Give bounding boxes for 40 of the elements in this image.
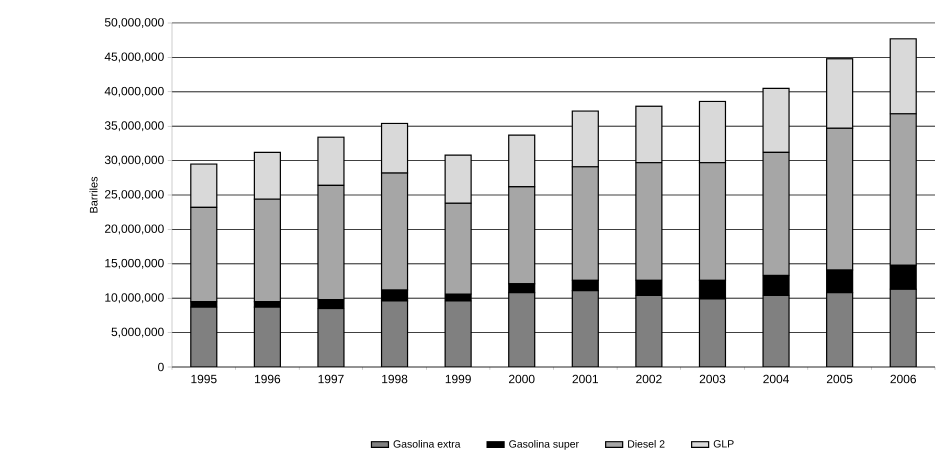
x-tick-label: 1998 (382, 374, 408, 384)
bar (762, 294, 790, 367)
x-tick-label: 2004 (763, 374, 789, 384)
x-tick-label: 2006 (890, 374, 916, 384)
y-tick-label: 15,000,000 (105, 258, 164, 269)
legend-label: Diesel 2 (628, 440, 664, 448)
bar (826, 292, 854, 367)
y-axis-title: Barriles (90, 176, 98, 213)
bar (890, 288, 917, 367)
bar (380, 300, 408, 367)
x-tick-label: 2003 (700, 374, 726, 384)
bar (572, 290, 599, 367)
legend-label: GLP (714, 440, 734, 448)
y-tick-label: 45,000,000 (104, 52, 164, 62)
bar (635, 294, 662, 367)
y-tick-label: 30,000,000 (104, 156, 164, 166)
x-tick-label: 1996 (254, 374, 280, 384)
x-tick-label: 1995 (191, 374, 217, 384)
y-tick-label: 40,000,000 (104, 86, 164, 97)
y-tick-label: 10,000,000 (105, 293, 164, 304)
y-tick-label: 0 (158, 362, 164, 372)
y-tick-label: 25,000,000 (104, 190, 164, 200)
bar (444, 300, 472, 367)
x-tick-label: 1997 (318, 374, 344, 384)
bar (698, 298, 726, 367)
x-tick-label: 2005 (826, 374, 852, 384)
bar (508, 292, 536, 367)
x-tick-label: 2000 (509, 374, 535, 384)
y-tick-label: 20,000,000 (104, 224, 164, 234)
x-tick-label: 1999 (446, 374, 471, 384)
legend-label: Gasolina super (509, 440, 579, 450)
y-tick-label: 5,000,000 (112, 328, 164, 338)
bar (317, 308, 345, 367)
x-tick-label: 2002 (636, 374, 662, 384)
legend-label: Gasolina extra (394, 440, 460, 448)
y-tick-label: 35,000,000 (104, 121, 164, 132)
bar (190, 306, 218, 367)
y-tick-label: 50,000,000 (104, 18, 164, 28)
x-tick-label: 2001 (572, 374, 598, 384)
bar (254, 306, 281, 367)
